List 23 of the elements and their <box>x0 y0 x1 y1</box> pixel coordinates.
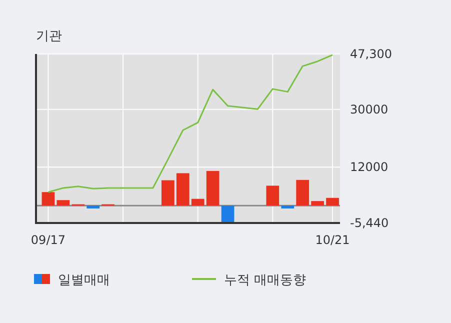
bar <box>176 173 190 206</box>
bar <box>42 192 55 206</box>
legend-일별매매: 일별매매 <box>34 273 110 288</box>
x-tick-label: 09/17 <box>30 233 66 247</box>
x-tick-label: 10/21 <box>315 233 350 247</box>
y-tick-label: 47,300 <box>350 47 392 61</box>
bar <box>311 201 324 206</box>
bar <box>221 206 234 223</box>
bar <box>86 206 100 208</box>
chart-title: 기관 <box>36 29 62 44</box>
y-tick-label: 30000 <box>350 102 388 116</box>
legend-label: 누적 매매동향 <box>224 273 306 288</box>
y-tick-label: -5,440 <box>350 216 389 230</box>
bar <box>191 198 204 206</box>
bar <box>56 200 70 206</box>
bar <box>266 186 280 206</box>
bar <box>296 180 310 206</box>
y-tick-label: 12000 <box>350 160 388 174</box>
bar <box>326 198 339 206</box>
bar <box>281 206 294 208</box>
bar <box>206 170 220 206</box>
bar <box>161 180 174 206</box>
legend-label: 일별매매 <box>58 273 110 288</box>
